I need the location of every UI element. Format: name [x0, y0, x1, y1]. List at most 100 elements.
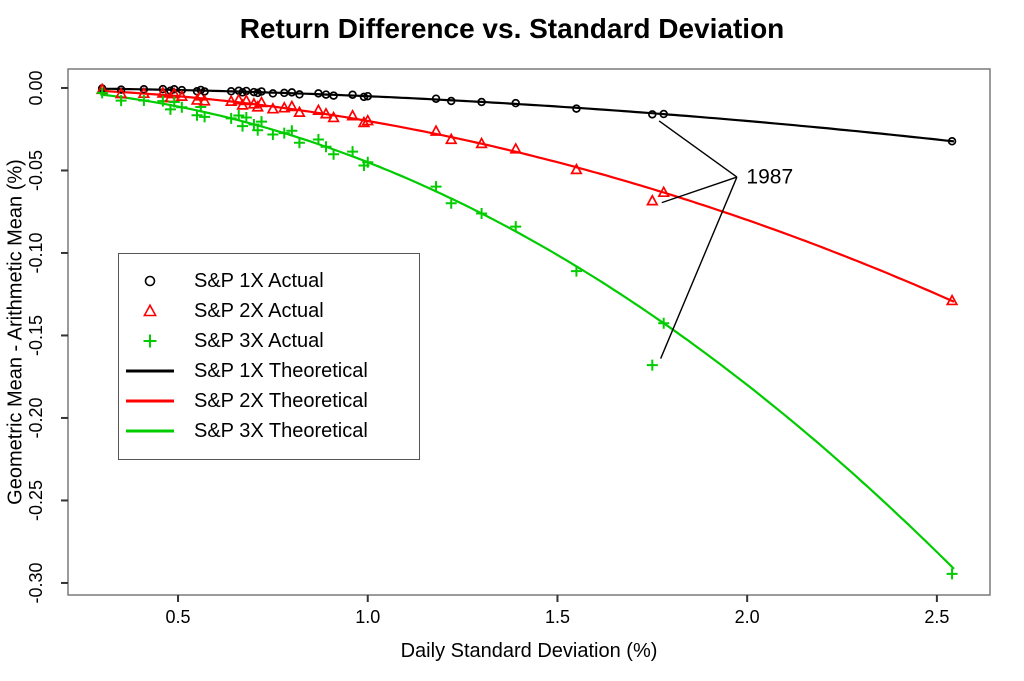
point-3x-plus — [240, 112, 252, 124]
y-tick-label: -0.10 — [26, 232, 46, 273]
point-1x-circle — [572, 104, 581, 113]
point-1x-circle — [116, 85, 126, 94]
point-2x-triangle — [175, 89, 189, 102]
x-tick-label: 0.5 — [166, 607, 191, 627]
point-1x-circle — [329, 91, 338, 100]
point-3x-plus — [199, 111, 211, 123]
point-1x-circle — [363, 91, 372, 101]
point-1x-circle — [177, 85, 187, 95]
point-3x-plus — [138, 95, 150, 107]
point-3x-plus — [267, 129, 279, 141]
legend-row: S&P 1X Actual — [119, 266, 419, 296]
point-2x-triangle — [509, 142, 522, 154]
legend-label: S&P 2X Actual — [194, 299, 324, 322]
point-1x-circle — [321, 90, 331, 99]
triangle-glyph — [143, 303, 157, 317]
point-2x-triangle — [357, 115, 371, 128]
point-1x-circle — [348, 90, 357, 99]
point-1x-circle — [268, 89, 278, 98]
y-tick-label: -0.30 — [26, 562, 46, 603]
plot-border — [67, 68, 991, 596]
point-2x-triangle — [240, 93, 253, 106]
point-1x-circle — [169, 85, 179, 94]
point-1x-circle — [238, 88, 247, 97]
point-1x-circle — [242, 86, 251, 96]
circle-glyph — [144, 275, 156, 287]
legend-label: S&P 1X Theoretical — [194, 359, 368, 382]
y-tick-label: 0.00 — [26, 70, 46, 105]
point-3x-plus — [248, 118, 260, 130]
point-2x-triangle — [266, 102, 280, 114]
point-1x-circle — [158, 84, 168, 94]
legend-line-icon — [126, 429, 174, 433]
y-tick-label: -0.05 — [26, 150, 46, 191]
point-1x-circle — [295, 90, 304, 99]
x-tick-label: 1.5 — [545, 607, 570, 627]
y-tick-label: -0.25 — [26, 480, 46, 521]
legend-line-icon — [126, 399, 174, 403]
legend-label: S&P 3X Theoretical — [194, 419, 368, 442]
point-2x-triangle — [570, 162, 583, 175]
point-3x-plus — [646, 359, 658, 371]
point-2x-triangle — [312, 103, 325, 116]
legend-plus-icon — [143, 334, 157, 348]
point-1x-circle — [314, 89, 323, 98]
theoretical-curve-s-p-1x-theoretical — [100, 87, 955, 143]
point-3x-plus — [347, 146, 359, 158]
point-3x-plus — [252, 124, 264, 136]
point-3x-plus — [658, 317, 670, 329]
annotation-pointer-sp_2x_actual — [661, 176, 738, 204]
legend-label: S&P 1X Actual — [194, 269, 324, 292]
y-axis-label: Geometric Mean - Arithmetic Mean (%) — [4, 159, 27, 505]
point-2x-triangle — [346, 109, 359, 121]
point-2x-triangle — [285, 99, 299, 112]
point-2x-triangle — [293, 105, 306, 118]
point-3x-plus — [328, 148, 340, 160]
point-3x-plus — [168, 96, 180, 108]
point-3x-plus — [946, 568, 958, 580]
point-2x-triangle — [475, 136, 488, 149]
point-3x-plus — [510, 221, 522, 233]
point-1x-circle — [659, 109, 668, 119]
plus-glyph — [143, 334, 157, 348]
point-1x-circle — [446, 96, 456, 106]
point-3x-plus — [445, 197, 457, 209]
y-tick-label: -0.20 — [26, 397, 46, 438]
point-2x-triangle — [429, 124, 443, 136]
legend-row: S&P 3X Theoretical — [119, 416, 419, 446]
legend: S&P 1X Actual S&P 2X Actual S&P 3X Actual S… — [118, 253, 420, 460]
point-2x-triangle — [945, 293, 959, 306]
point-2x-triangle — [278, 101, 291, 113]
point-1x-circle — [280, 88, 289, 98]
annotation-pointer-sp_3x_actual — [660, 176, 738, 359]
point-3x-plus — [256, 116, 268, 128]
point-1x-circle — [200, 87, 209, 96]
point-3x-plus — [286, 125, 298, 137]
point-1x-circle — [511, 98, 520, 108]
point-2x-triangle — [224, 94, 238, 106]
point-1x-circle — [431, 94, 441, 103]
point-3x-plus — [570, 265, 582, 277]
point-1x-circle — [947, 137, 957, 146]
point-3x-plus — [176, 101, 188, 113]
chart-title: Return Difference vs. Standard Deviation — [239, 13, 785, 44]
point-3x-plus — [233, 110, 245, 122]
point-3x-plus — [96, 87, 108, 99]
point-3x-plus — [430, 181, 442, 193]
legend-row: S&P 2X Actual — [119, 296, 419, 326]
point-3x-plus — [476, 208, 488, 220]
point-1x-circle — [257, 87, 266, 96]
annotation-1987-label: 1987 — [746, 166, 793, 189]
point-2x-triangle — [319, 107, 333, 119]
point-3x-plus — [191, 109, 203, 121]
legend-circle-icon — [144, 275, 156, 287]
point-3x-plus — [115, 95, 127, 107]
point-3x-plus — [293, 137, 305, 149]
point-3x-plus — [362, 156, 374, 168]
legend-line-icon — [126, 369, 174, 373]
point-1x-circle — [287, 88, 297, 97]
x-tick-label: 2.0 — [735, 607, 760, 627]
point-2x-triangle — [327, 110, 340, 123]
point-1x-circle — [477, 97, 486, 107]
